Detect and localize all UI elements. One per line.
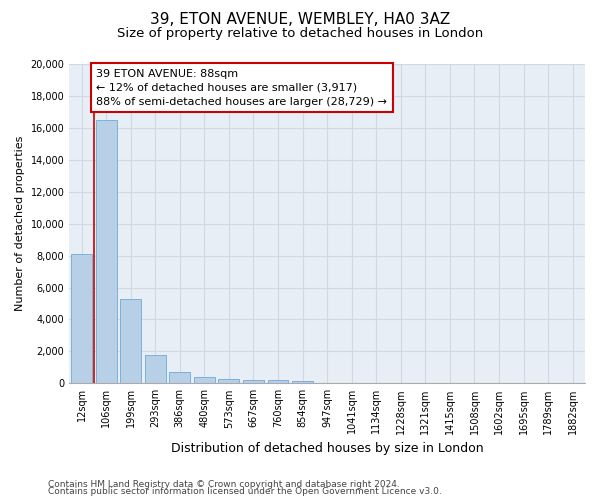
Y-axis label: Number of detached properties: Number of detached properties	[15, 136, 25, 312]
Bar	[292, 381, 313, 384]
Bar	[120, 298, 141, 384]
Text: 39 ETON AVENUE: 88sqm
← 12% of detached houses are smaller (3,917)
88% of semi-d: 39 ETON AVENUE: 88sqm ← 12% of detached …	[97, 69, 388, 107]
Bar	[268, 380, 289, 384]
Bar	[194, 378, 215, 384]
Bar	[169, 372, 190, 384]
Text: Contains public sector information licensed under the Open Government Licence v3: Contains public sector information licen…	[48, 487, 442, 496]
Text: Size of property relative to detached houses in London: Size of property relative to detached ho…	[117, 28, 483, 40]
Text: 39, ETON AVENUE, WEMBLEY, HA0 3AZ: 39, ETON AVENUE, WEMBLEY, HA0 3AZ	[150, 12, 450, 28]
Bar	[145, 356, 166, 384]
Bar	[71, 254, 92, 384]
Text: Contains HM Land Registry data © Crown copyright and database right 2024.: Contains HM Land Registry data © Crown c…	[48, 480, 400, 489]
X-axis label: Distribution of detached houses by size in London: Distribution of detached houses by size …	[171, 442, 484, 455]
Bar	[218, 379, 239, 384]
Bar	[95, 120, 116, 384]
Bar	[243, 380, 264, 384]
